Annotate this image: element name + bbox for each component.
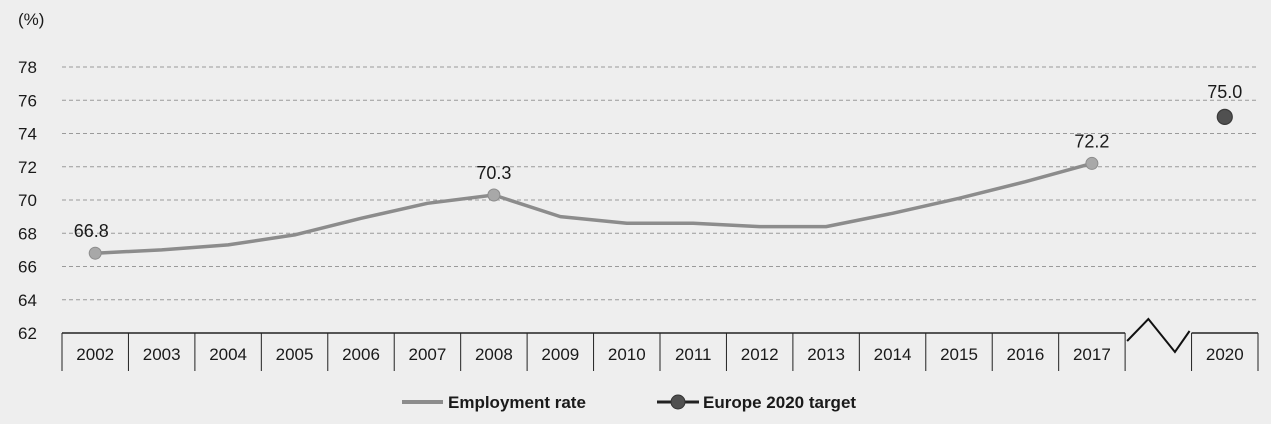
- employment-rate-line: [95, 161, 1093, 255]
- y-tick-label: 70: [18, 191, 37, 210]
- x-tick-label: 2004: [209, 345, 247, 364]
- legend-label-employment-rate: Employment rate: [448, 393, 586, 412]
- x-tick-label: 2015: [940, 345, 978, 364]
- x-tick-label: 2002: [76, 345, 114, 364]
- data-label: 72.2: [1074, 131, 1109, 151]
- data-label: 70.3: [476, 163, 511, 183]
- gridlines: [62, 66, 1258, 301]
- x-tick-label: 2020: [1206, 345, 1244, 364]
- legend-swatch-europe-2020-target-marker: [670, 394, 686, 410]
- data-label: 66.8: [74, 221, 109, 241]
- series: [88, 108, 1233, 260]
- employment-rate-marker: [1085, 156, 1099, 170]
- x-tick-label: 2007: [409, 345, 447, 364]
- y-tick-label: 68: [18, 224, 37, 243]
- x-tick-label: 2016: [1007, 345, 1045, 364]
- y-tick-label: 78: [18, 58, 37, 77]
- axes: (%) 62 64 66 68 70 72 74 76 78 2002 2003 2004 2005 200…: [18, 10, 1259, 371]
- y-unit-label: (%): [18, 10, 44, 29]
- x-tick-label: 2006: [342, 345, 380, 364]
- legend: Employment rate Europe 2020 target: [402, 393, 856, 412]
- x-tick-label: 2012: [741, 345, 779, 364]
- x-tick-label: 2017: [1073, 345, 1111, 364]
- x-tick-label: 2003: [143, 345, 181, 364]
- y-tick-label: 72: [18, 158, 37, 177]
- x-tick-label: 2010: [608, 345, 646, 364]
- y-tick-label: 74: [18, 125, 37, 144]
- x-tick-label: 2013: [807, 345, 845, 364]
- y-tick-label: 76: [18, 91, 37, 110]
- data-label: 75.0: [1207, 82, 1242, 102]
- x-tick-label: 2011: [675, 345, 712, 364]
- y-tick-label: 62: [18, 324, 37, 343]
- x-tick-label: 2008: [475, 345, 513, 364]
- axis-break-mark: [1126, 317, 1191, 354]
- x-tick-label: 2014: [874, 345, 912, 364]
- data-labels: 66.8 70.3 72.2 75.0: [74, 82, 1243, 241]
- x-tick-label: 2009: [541, 345, 579, 364]
- employment-rate-marker: [88, 246, 102, 260]
- y-tick-label: 66: [18, 258, 37, 277]
- y-tick-label: 64: [18, 291, 37, 310]
- x-tick-label: 2005: [276, 345, 314, 364]
- legend-label-europe-2020-target: Europe 2020 target: [703, 393, 856, 412]
- employment-rate-marker: [487, 188, 501, 202]
- europe-2020-target-marker: [1216, 108, 1233, 125]
